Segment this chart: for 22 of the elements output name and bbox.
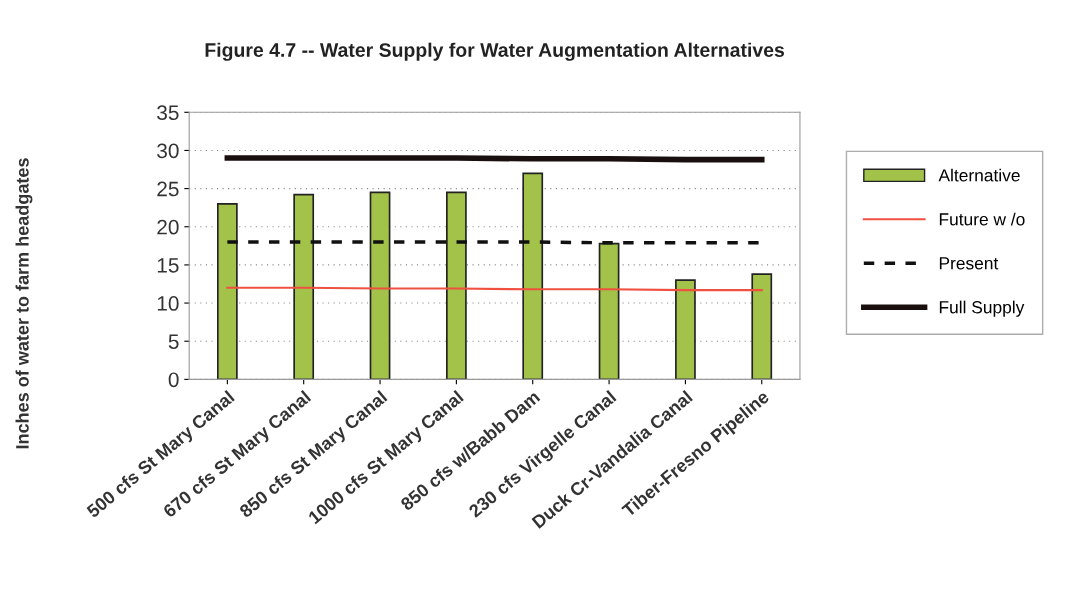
- chart-title: Figure 4.7 -- Water Supply for Water Augmentation Alternatives: [205, 42, 785, 61]
- bar: [216, 203, 238, 380]
- legend-label: Future w /o: [939, 212, 1025, 226]
- y-tick-label: 5: [168, 334, 179, 349]
- y-tick-label: 30: [157, 143, 179, 159]
- bar: [293, 193, 315, 380]
- legend-label: Full Supply: [939, 300, 1025, 317]
- bar: [446, 191, 467, 380]
- y-tick-label: 25: [157, 181, 179, 197]
- y-tick-label: 15: [157, 258, 179, 273]
- bar: [675, 279, 696, 380]
- y-tick-label: 20: [157, 219, 179, 235]
- y-tick-label: 35: [157, 105, 179, 121]
- bar: [751, 273, 773, 380]
- bar: [369, 191, 391, 380]
- bar: [598, 242, 620, 380]
- y-axis-title: Inches of water to farm headgates: [15, 158, 33, 449]
- legend-label: Present: [939, 257, 999, 270]
- y-tick-label: 10: [157, 296, 179, 311]
- y-tick-label: 0: [168, 372, 179, 388]
- bar: [522, 172, 544, 380]
- legend-label: Alternative: [938, 168, 1020, 182]
